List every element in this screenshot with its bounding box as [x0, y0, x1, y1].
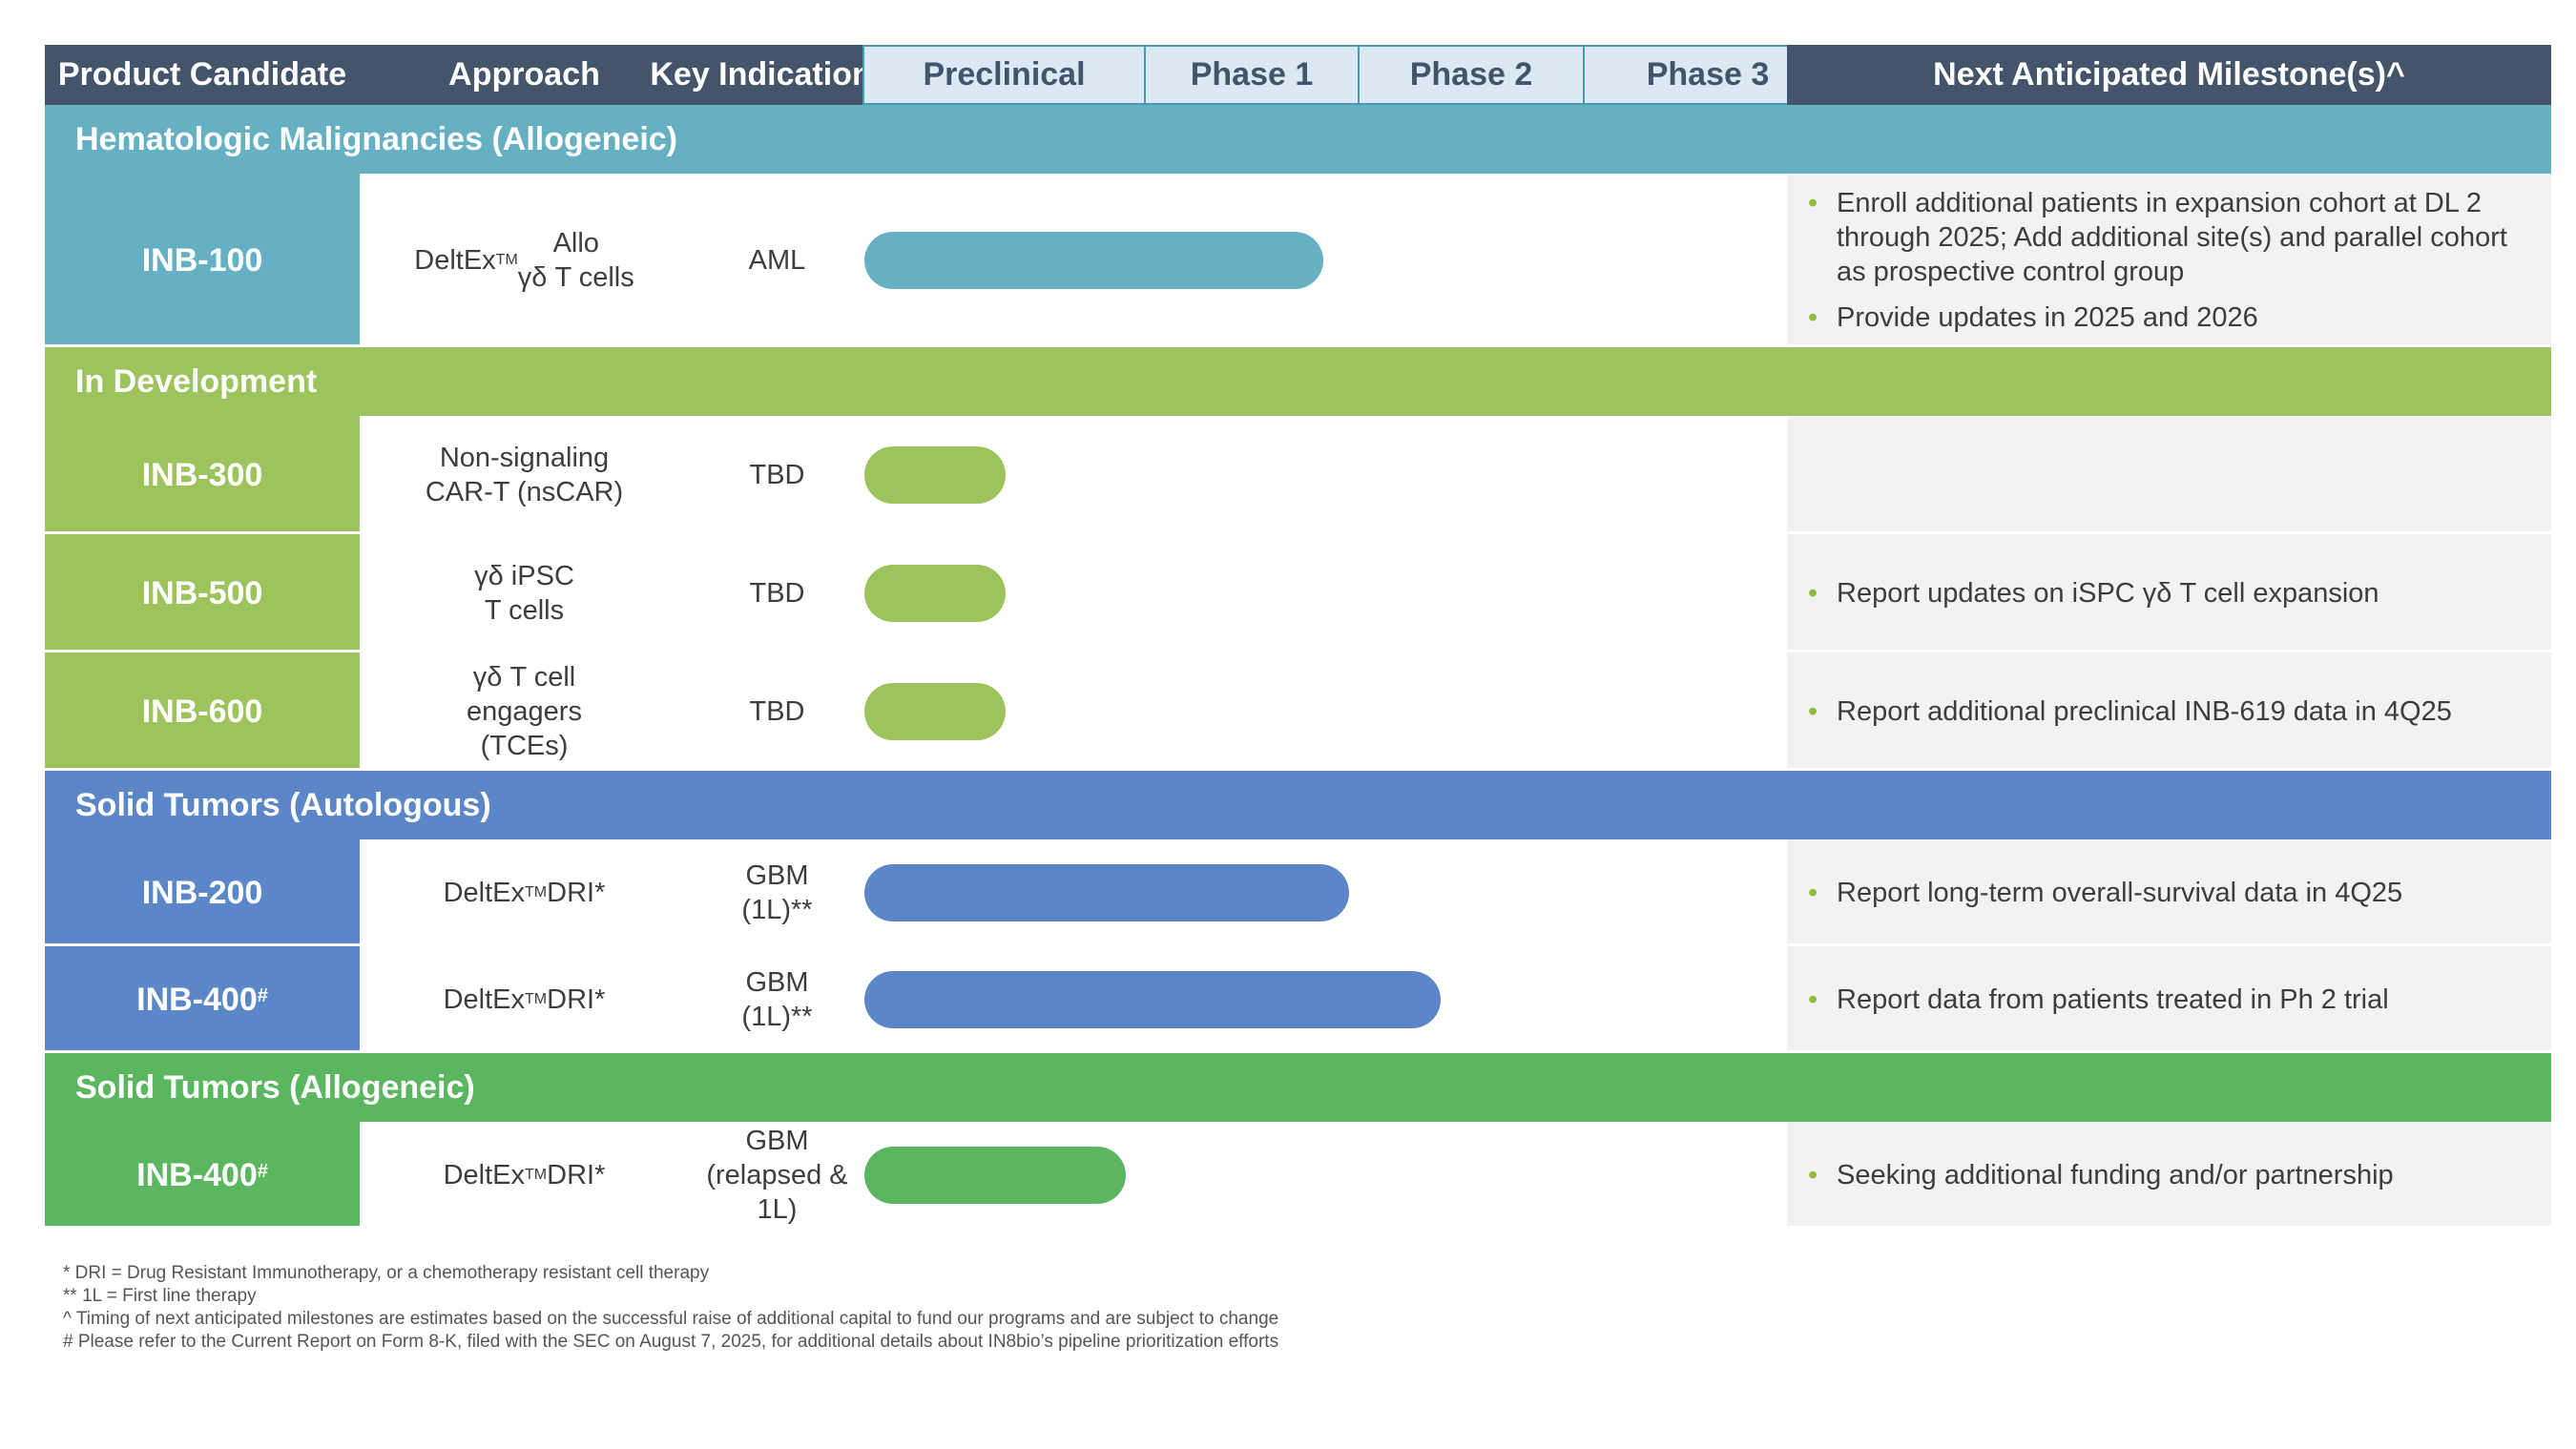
- milestone-cell: [1787, 416, 2551, 534]
- header-product-candidate: Product Candidate: [45, 45, 360, 105]
- row-divider: [45, 344, 2551, 347]
- milestone-cell: Report data from patients treated in Ph …: [1787, 946, 2551, 1053]
- pipeline-row: INB-300 Non-signaling CAR-T (nsCAR) TBD: [45, 416, 2551, 534]
- footnote-line: ^ Timing of next anticipated milestones …: [63, 1309, 1279, 1329]
- pipeline-row: INB-500 γδ iPSC T cells TBD Report updates …: [45, 534, 2551, 652]
- milestone-cell: Seeking additional funding and/or partne…: [1787, 1122, 2551, 1229]
- milestone-cell: Report additional preclinical INB-619 da…: [1787, 652, 2551, 771]
- candidate-name: INB-200: [45, 839, 360, 946]
- approach-text: DeltEx TM DRI*: [443, 877, 606, 908]
- progress-bar: [864, 565, 1006, 622]
- footnotes: * DRI = Drug Resistant Immunotherapy, or…: [63, 1262, 1278, 1354]
- row-divider: [45, 1226, 2551, 1229]
- progress-bar: [864, 1147, 1127, 1204]
- section-title: Solid Tumors (Allogeneic): [75, 1068, 475, 1106]
- milestone-cell: Enroll additional patients in expansion …: [1787, 174, 2551, 347]
- candidate-name: INB-500: [45, 534, 360, 652]
- milestone-item: Report updates on iSPC γδ T cell expansi…: [1808, 576, 2532, 611]
- milestone-cell: Report long-term overall-survival data i…: [1787, 839, 2551, 946]
- table-header: Product Candidate Approach Key Indicatio…: [45, 45, 2551, 105]
- candidate-name: INB-400 #: [45, 946, 360, 1053]
- milestone-item: Report long-term overall-survival data i…: [1808, 876, 2532, 911]
- row-divider: [45, 768, 2551, 771]
- section-title: Hematologic Malignancies (Allogeneic): [75, 120, 678, 157]
- header-preclinical: Preclinical: [862, 45, 1146, 105]
- approach-text: γδ T cell engagers (TCEs): [467, 661, 582, 762]
- candidate-name: INB-400 #: [45, 1122, 360, 1229]
- candidate-footnote-mark: #: [257, 984, 268, 1006]
- approach-text: DeltEx TM DRI*: [443, 983, 606, 1015]
- pipeline-row: INB-400 # DeltEx TM DRI* GBM (relapsed & 1L)…: [45, 1122, 2551, 1229]
- pipeline-sections: Hematologic Malignancies (Allogeneic) INB…: [45, 105, 2551, 1229]
- approach-text: DeltEx TM Allo γδ T cells: [414, 227, 634, 293]
- candidate-name: INB-300: [45, 416, 360, 534]
- progress-bar: [864, 864, 1349, 921]
- key-indication-text: TBD: [749, 459, 805, 490]
- footnote-line: ** 1L = First line therapy: [63, 1286, 257, 1306]
- section-header: In Development: [45, 347, 2551, 416]
- progress-bar: [864, 446, 1006, 504]
- progress-bar: [864, 683, 1006, 740]
- section-header: Solid Tumors (Autologous): [45, 771, 2551, 839]
- trademark-mark: TM: [525, 1167, 548, 1183]
- milestone-item: Report additional preclinical INB-619 da…: [1808, 694, 2532, 730]
- key-indication-text: TBD: [749, 695, 805, 727]
- section-title: In Development: [75, 362, 318, 400]
- footnote-line: # Please refer to the Current Report on …: [63, 1332, 1279, 1352]
- header-key-indications: Key Indications: [632, 45, 908, 105]
- key-indication-text: AML: [748, 244, 806, 276]
- row-divider: [45, 531, 2551, 534]
- row-divider: [45, 1050, 2551, 1053]
- section-header: Solid Tumors (Allogeneic): [45, 1053, 2551, 1122]
- approach-text: DeltEx TM DRI*: [443, 1159, 606, 1190]
- progress-bar: [864, 232, 1323, 289]
- candidate-footnote-mark: #: [257, 1160, 268, 1182]
- milestone-item: Provide updates in 2025 and 2026: [1808, 300, 2532, 336]
- progress-bar: [864, 971, 1441, 1028]
- trademark-mark: TM: [525, 991, 548, 1007]
- pipeline-table: Product Candidate Approach Key Indicatio…: [45, 45, 2551, 1229]
- key-indication-text: GBM (1L)**: [741, 859, 813, 925]
- footnote-line: * DRI = Drug Resistant Immunotherapy, or…: [63, 1263, 710, 1283]
- section-title: Solid Tumors (Autologous): [75, 786, 491, 823]
- section-header: Hematologic Malignancies (Allogeneic): [45, 105, 2551, 174]
- milestone-cell: Report updates on iSPC γδ T cell expansi…: [1787, 534, 2551, 652]
- approach-text: γδ iPSC T cells: [474, 560, 574, 626]
- approach-text: Non-signaling CAR-T (nsCAR): [425, 442, 624, 507]
- key-indication-text: GBM (relapsed & 1L): [706, 1125, 848, 1226]
- candidate-name: INB-600: [45, 652, 360, 771]
- trademark-mark: TM: [525, 884, 548, 900]
- milestone-item: Report data from patients treated in Ph …: [1808, 983, 2532, 1018]
- header-phase1: Phase 1: [1144, 45, 1360, 105]
- milestone-item: Seeking additional funding and/or partne…: [1808, 1158, 2532, 1193]
- row-divider: [45, 943, 2551, 946]
- trademark-mark: TM: [495, 252, 518, 268]
- header-milestones: Next Anticipated Milestone(s)^: [1787, 45, 2551, 105]
- row-divider: [45, 650, 2551, 652]
- header-phase2: Phase 2: [1358, 45, 1585, 105]
- key-indication-text: TBD: [749, 577, 805, 609]
- pipeline-row: INB-600 γδ T cell engagers (TCEs) TBD Repor…: [45, 652, 2551, 771]
- milestone-item: Enroll additional patients in expansion …: [1808, 186, 2532, 290]
- candidate-name: INB-100: [45, 174, 360, 347]
- key-indication-text: GBM (1L)**: [741, 966, 813, 1032]
